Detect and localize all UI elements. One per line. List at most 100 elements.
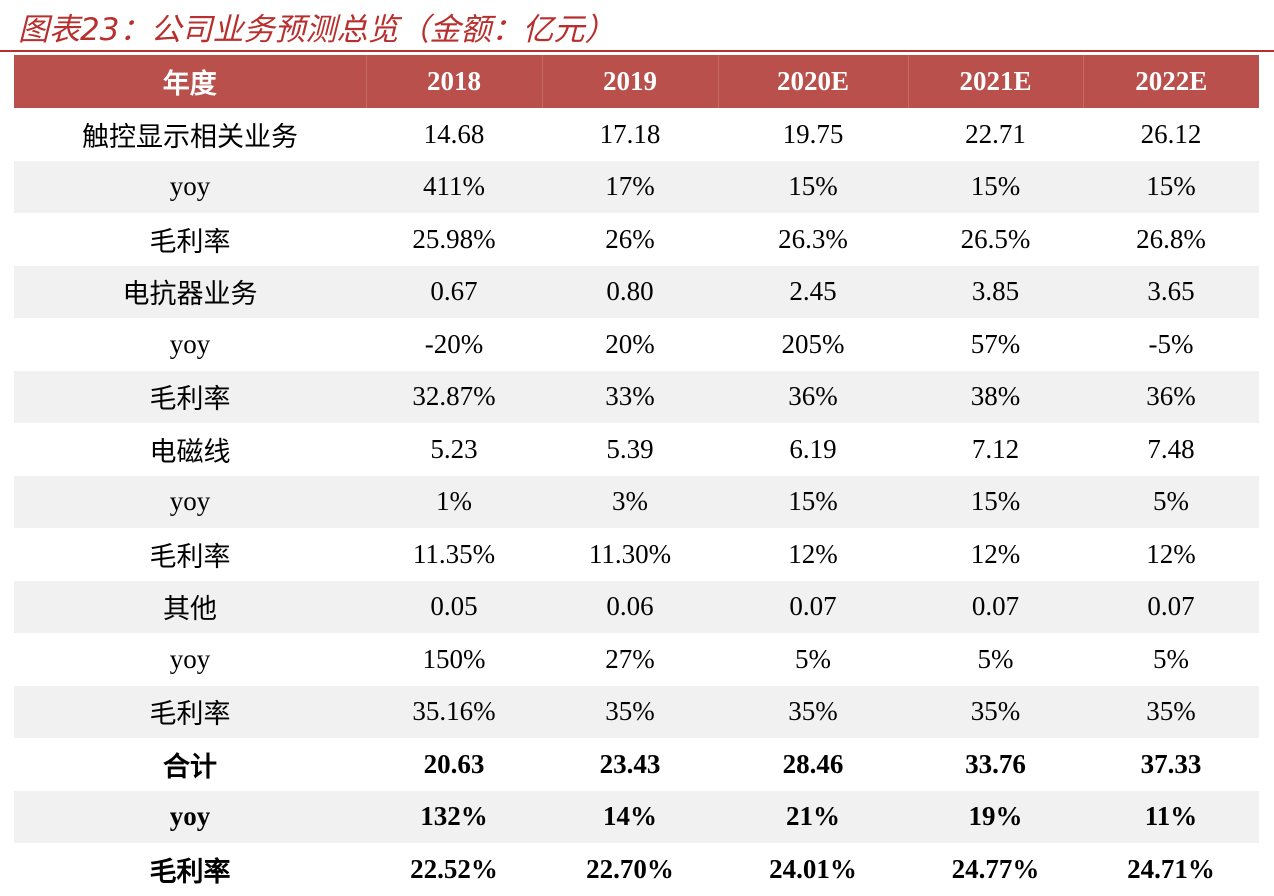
table-cell: 14.68 xyxy=(423,118,485,149)
row-label: yoy xyxy=(169,328,211,359)
table-cell: 11.30% xyxy=(588,538,672,569)
table-cell: 132% xyxy=(366,790,542,843)
table-header: 年度 2018 2019 2020E 2021E 2022E xyxy=(14,55,1259,108)
table-body: 触控显示相关业务 14.68 17.18 19.75 22.71 26.12 yoy 411%… xyxy=(14,108,1259,896)
table-row: 毛利率 11.35% 11.30% 12% 12% 12% xyxy=(14,528,1259,581)
table-cell: 205% xyxy=(781,328,845,359)
table-cell: 35% xyxy=(718,685,908,738)
row-label: 毛利率 xyxy=(14,370,366,423)
row-label: yoy xyxy=(14,160,366,213)
title-rule xyxy=(0,50,1274,52)
table-cell: 12% xyxy=(970,538,1021,569)
table-row: 毛利率 25.98% 26% 26.3% 26.5% 26.8% xyxy=(14,213,1259,266)
table-cell: 19.75 xyxy=(782,118,844,149)
table-cell: 15% xyxy=(718,475,908,528)
row-label: 毛利率 xyxy=(14,685,366,738)
figure-title: 图表23：公司业务预测总览（金额：亿元） xyxy=(18,12,616,48)
table-cell: 15% xyxy=(908,475,1083,528)
table-row: 电抗器业务 0.67 0.80 2.45 3.85 3.65 xyxy=(14,265,1259,318)
table-cell: 0.05 xyxy=(366,580,542,633)
table-cell: 5.23 xyxy=(430,433,478,464)
table-cell: 14% xyxy=(542,790,718,843)
row-label: 触控显示相关业务 xyxy=(82,121,298,152)
table-cell: 5% xyxy=(1083,475,1259,528)
table-row: 电磁线 5.23 5.39 6.19 7.12 7.48 xyxy=(14,423,1259,476)
table-cell: 24.71% xyxy=(1127,853,1215,884)
table-cell: 35.16% xyxy=(366,685,542,738)
header-row: 年度 2018 2019 2020E 2021E 2022E xyxy=(14,55,1259,108)
row-label: yoy xyxy=(169,643,211,674)
header-cell: 2020E xyxy=(717,55,908,108)
table-cell: 11.35% xyxy=(412,538,496,569)
table-cell: 36% xyxy=(1083,370,1259,423)
table-cell: 7.48 xyxy=(1147,433,1195,464)
header-cell: 2022E xyxy=(1082,55,1259,108)
table-cell: 24.77% xyxy=(951,853,1040,884)
table-cell: 150% xyxy=(422,643,486,674)
table-cell: -5% xyxy=(1148,328,1194,359)
table-cell: 5.39 xyxy=(606,433,654,464)
table-cell: 2.45 xyxy=(718,265,908,318)
table-cell: 26.3% xyxy=(778,223,848,254)
table-cell: 22.70% xyxy=(586,853,674,884)
table-cell: -20% xyxy=(424,328,484,359)
table-cell: 17.18 xyxy=(599,118,661,149)
table-cell: 11% xyxy=(1083,790,1259,843)
table-cell: 17% xyxy=(542,160,718,213)
table-cell: 0.80 xyxy=(542,265,718,318)
row-label: 电磁线 xyxy=(149,436,231,467)
table-cell: 26% xyxy=(605,223,655,254)
table-row: yoy 150% 27% 5% 5% 5% xyxy=(14,633,1259,686)
table-cell: 5% xyxy=(977,643,1014,674)
table-cell: 0.07 xyxy=(718,580,908,633)
table-cell: 57% xyxy=(970,328,1021,359)
table-row: yoy -20% 20% 205% 57% -5% xyxy=(14,318,1259,371)
table-row: 毛利率 22.52% 22.70% 24.01% 24.77% 24.71% xyxy=(14,843,1259,896)
table-cell: 15% xyxy=(908,160,1083,213)
table-cell: 26.8% xyxy=(1136,223,1206,254)
table-cell: 15% xyxy=(1083,160,1259,213)
table-cell: 23.43 xyxy=(599,748,661,779)
table-cell: 12% xyxy=(788,538,838,569)
table-cell: 12% xyxy=(1146,538,1196,569)
forecast-table: 年度 2018 2019 2020E 2021E 2022E 触控显示相关业务 14.68 1… xyxy=(14,55,1259,896)
table-cell: 27% xyxy=(605,643,655,674)
row-label: 毛利率 xyxy=(149,856,231,887)
table-cell: 26.5% xyxy=(960,223,1031,254)
table-cell: 15% xyxy=(718,160,908,213)
header-cell: 2018 xyxy=(365,55,542,108)
table-cell: 0.06 xyxy=(542,580,718,633)
table-cell: 7.12 xyxy=(971,433,1020,464)
table-cell: 35% xyxy=(542,685,718,738)
row-label: 电抗器业务 xyxy=(14,265,366,318)
table-row: yoy 1% 3% 15% 15% 5% xyxy=(14,475,1259,528)
table-cell: 37.33 xyxy=(1140,748,1202,779)
table-row: 毛利率 32.87% 33% 36% 38% 36% xyxy=(14,370,1259,423)
row-label: yoy xyxy=(14,790,366,843)
table-cell: 36% xyxy=(718,370,908,423)
row-label: 其他 xyxy=(14,580,366,633)
table-cell: 3.65 xyxy=(1083,265,1259,318)
table-row: 触控显示相关业务 14.68 17.18 19.75 22.71 26.12 xyxy=(14,108,1259,161)
table-cell: 38% xyxy=(908,370,1083,423)
table-cell: 22.52% xyxy=(410,853,498,884)
table-cell: 1% xyxy=(366,475,542,528)
table-row: 毛利率 35.16% 35% 35% 35% 35% xyxy=(14,685,1259,738)
table-row: yoy 411% 17% 15% 15% 15% xyxy=(14,160,1259,213)
table-cell: 28.46 xyxy=(782,748,844,779)
row-label: yoy xyxy=(14,475,366,528)
table-cell: 20% xyxy=(605,328,655,359)
row-label: 合计 xyxy=(163,751,217,782)
table-cell: 0.67 xyxy=(366,265,542,318)
table-row: 其他 0.05 0.06 0.07 0.07 0.07 xyxy=(14,580,1259,633)
table-cell: 33% xyxy=(542,370,718,423)
table-cell: 0.07 xyxy=(1083,580,1259,633)
table-cell: 22.71 xyxy=(965,118,1026,149)
table-cell: 5% xyxy=(795,643,831,674)
table-cell: 20.63 xyxy=(423,748,485,779)
header-cell: 2019 xyxy=(541,55,718,108)
table-cell: 33.76 xyxy=(965,748,1026,779)
table-cell: 35% xyxy=(1083,685,1259,738)
table-cell: 32.87% xyxy=(366,370,542,423)
row-label: 毛利率 xyxy=(149,226,231,257)
